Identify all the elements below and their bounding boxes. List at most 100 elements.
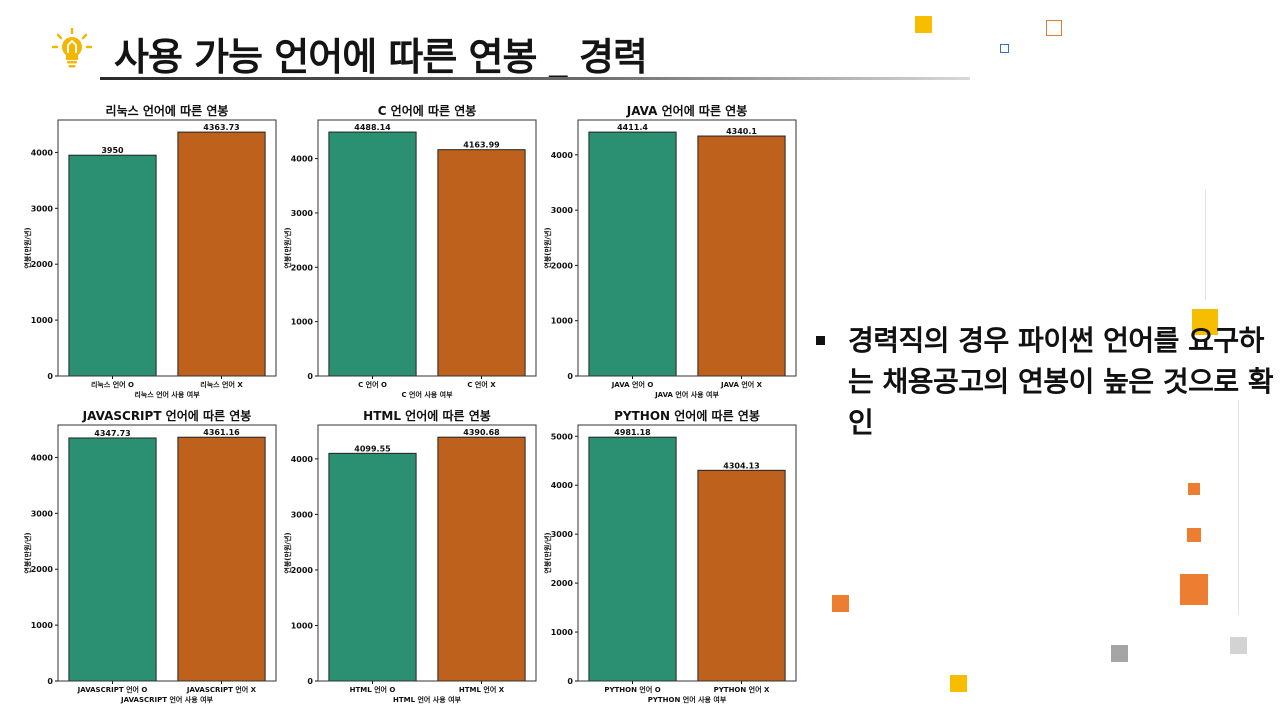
y-tick-label: 4000 [291,455,314,464]
chart-title: HTML 언어에 따른 연봉 [363,408,491,423]
x-axis-label: PYTHON 언어 사용 여부 [648,695,727,704]
chart-title: PYTHON 언어에 따른 연봉 [614,408,760,423]
y-tick-label: 0 [567,677,573,686]
bar [328,131,417,377]
bar-value-label: 4390.68 [463,428,500,437]
slide-title: 사용 가능 언어에 따른 연봉 _ 경력 [114,35,648,79]
y-tick-label: 1000 [31,316,54,325]
bar [177,436,266,682]
y-tick-label: 3000 [291,510,314,519]
y-tick-label: 0 [47,677,53,686]
y-tick-label: 4000 [551,481,574,490]
chart-html: HTML 언어에 따른 연봉 0 1000 2000 3000 4000 4099.55 HT… [280,405,540,715]
chart-title: 리눅스 언어에 따른 연봉 [106,103,229,118]
deco-square-gray [1111,645,1128,662]
bullet-text: 경력직의 경우 파이썬 언어를 요구하는 채용공고의 연봉이 높은 것으로 확인 [848,324,1274,439]
bullet-square-icon [816,336,825,345]
y-tick-label: 2000 [551,579,574,588]
y-tick-label: 3000 [551,206,574,215]
bar-value-label: 4363.73 [203,123,239,132]
x-axis-label: HTML 언어 사용 여부 [393,695,462,704]
deco-vertical-line [1238,400,1239,615]
bar-value-label: 3950 [101,146,124,155]
x-tick-label: PYTHON 언어 O [604,685,660,694]
y-tick-label: 4000 [31,148,54,157]
chart-title: JAVASCRIPT 언어에 따른 연봉 [82,408,252,423]
y-tick-label: 4000 [291,155,314,164]
chart-title: C 언어에 따른 연봉 [378,103,477,118]
y-tick-label: 0 [307,677,313,686]
deco-vertical-line [1205,190,1206,300]
plot-frame [57,424,277,682]
x-tick-label: 리눅스 언어 X [200,380,243,389]
x-axis-label: 리눅스 언어 사용 여부 [134,390,200,399]
chart-linux: 리눅스 언어에 따른 연봉 0 1000 2000 3000 4000 3950 리눅스 언어… [20,100,280,410]
x-tick-label: 리눅스 언어 O [91,380,134,389]
chart-javascript: JAVASCRIPT 언어에 따른 연봉 0 1000 2000 3000 4000 434… [20,405,280,715]
chart-java: JAVA 언어에 따른 연봉 0 1000 2000 3000 4000 4411.4 JAV… [540,100,800,410]
y-tick-label: 0 [567,372,573,381]
y-tick-label: 2000 [551,261,574,270]
y-tick-label: 2000 [31,260,54,269]
bar [68,154,157,377]
deco-square-orange [1187,528,1201,542]
bar-value-label: 4488.14 [354,123,391,132]
y-tick-label: 3000 [31,204,54,213]
y-tick-label: 5000 [551,432,574,441]
x-tick-label: HTML 언어 X [459,685,505,694]
deco-square-gray [1230,637,1247,654]
chart-c: C 언어에 따른 연봉 0 1000 2000 3000 4000 4488.14 C 언어 … [280,100,540,410]
bar [697,469,786,682]
y-axis-label: 연봉(만원/년) [543,532,552,573]
bar-value-label: 4411.4 [617,123,648,132]
bar [177,131,266,377]
bar-value-label: 4981.18 [614,428,651,437]
plot-frame [317,119,537,377]
deco-square-orange [832,595,849,612]
deco-square-orange [1180,574,1208,605]
y-axis-label: 연봉(만원/년) [543,227,552,268]
bar-value-label: 4304.13 [723,461,759,470]
deco-square-outline-orange [1046,20,1062,36]
y-tick-label: 0 [47,372,53,381]
x-axis-label: JAVASCRIPT 언어 사용 여부 [120,695,213,704]
x-tick-label: C 언어 X [467,380,496,389]
y-tick-label: 1000 [551,317,574,326]
plot-frame [577,119,797,377]
y-axis-label: 연봉(만원/년) [23,227,32,268]
bar [588,131,677,377]
deco-square-orange [1188,483,1200,495]
deco-square-yellow [915,16,932,33]
bar-value-label: 4347.73 [94,429,130,438]
plot-frame [57,119,277,377]
y-tick-label: 1000 [551,628,574,637]
bar [68,437,157,682]
deco-square-outline-blue [1000,44,1009,53]
x-tick-label: JAVA 언어 X [720,380,763,389]
y-tick-label: 1000 [291,621,314,630]
x-tick-label: HTML 언어 O [350,685,396,694]
x-tick-label: PYTHON 언어 X [714,685,770,694]
bar [328,452,417,682]
deco-square-yellow [950,675,967,692]
y-tick-label: 0 [307,372,313,381]
y-axis-label: 연봉(만원/년) [283,227,292,268]
y-tick-label: 3000 [291,209,314,218]
deco-square-yellow [1192,309,1218,335]
y-tick-label: 2000 [31,565,54,574]
x-tick-label: JAVASCRIPT 언어 X [186,685,257,694]
chart-python: PYTHON 언어에 따른 연봉 0 1000 2000 3000 4000 5000 498… [540,405,800,715]
title-underline [100,77,970,80]
y-tick-label: 1000 [31,621,54,630]
x-axis-label: JAVA 언어 사용 여부 [654,390,719,399]
x-tick-label: C 언어 O [358,380,387,389]
y-tick-label: 4000 [31,453,54,462]
bar-value-label: 4361.16 [203,428,240,437]
chart-title: JAVA 언어에 따른 연봉 [626,103,748,118]
y-tick-label: 3000 [31,509,54,518]
bar [588,436,677,682]
y-tick-label: 3000 [551,530,574,539]
y-tick-label: 2000 [291,566,314,575]
lightbulb-icon [52,28,92,68]
x-tick-label: JAVA 언어 O [611,380,654,389]
